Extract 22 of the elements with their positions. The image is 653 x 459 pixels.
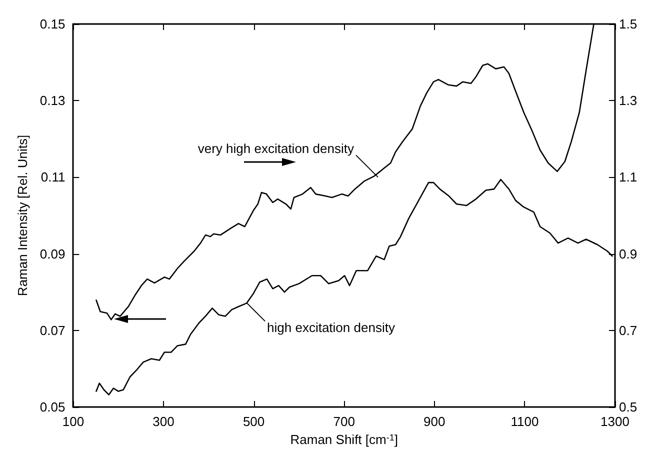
x-tick-label: 1300 xyxy=(600,414,630,429)
x-tick-label: 900 xyxy=(424,414,446,429)
annotation: high excitation density xyxy=(267,320,396,336)
x-tick-label: 1100 xyxy=(510,414,539,429)
x-tick-label: 100 xyxy=(62,414,84,429)
annotation: very high excitation density xyxy=(198,141,354,156)
y2-tick-label: 0.7 xyxy=(619,322,638,338)
y-tick-label: 0.07 xyxy=(40,322,66,338)
y2-tick-label: 1.3 xyxy=(619,93,638,108)
x-tick-label: 300 xyxy=(152,414,174,429)
y-tick-label: 0.15 xyxy=(40,16,66,32)
x-tick-label: 700 xyxy=(333,414,355,429)
y2-tick-label: 0.5 xyxy=(619,400,638,414)
y-axis-title: Raman Intensity [Rel. Units] xyxy=(15,134,30,296)
y2-tick-label: 1.5 xyxy=(619,16,638,32)
x-tick-label: 500 xyxy=(242,414,265,429)
y-tick-label: 0.11 xyxy=(40,170,66,185)
y-tick-label: 0.09 xyxy=(40,246,66,262)
y-tick-label: 0.13 xyxy=(40,93,66,108)
y-tick-label: 0.05 xyxy=(40,400,66,414)
y2-tick-label: 1.1 xyxy=(619,170,638,185)
y2-tick-label: 0.9 xyxy=(619,246,638,262)
